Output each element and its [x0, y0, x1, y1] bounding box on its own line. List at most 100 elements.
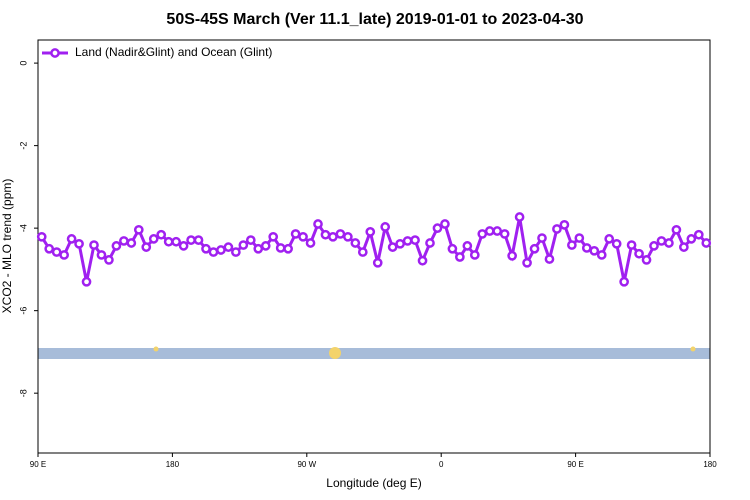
data-point [104, 255, 114, 265]
legend-marker [50, 48, 60, 58]
data-point [126, 238, 137, 248]
data-point [701, 238, 712, 248]
data-point [492, 226, 503, 236]
data-point [567, 240, 577, 250]
data-point [156, 229, 167, 240]
data-point [74, 238, 84, 249]
x-axis-label: Longitude (deg E) [326, 476, 421, 490]
data-point [81, 276, 92, 287]
x-tick-label: 90 W [297, 460, 316, 469]
data-point [148, 234, 159, 244]
data-point [604, 234, 615, 244]
data-point [231, 247, 241, 257]
y-tick-label: -6 [18, 307, 28, 315]
land-dot [329, 347, 341, 359]
x-tick-label: 90 E [30, 460, 46, 469]
data-point [462, 241, 473, 251]
data-point [686, 234, 697, 244]
data-point [283, 243, 293, 254]
data-point [328, 231, 338, 242]
data-point [499, 229, 510, 239]
y-axis-label: XCO2 - MLO trend (ppm) [0, 179, 14, 314]
data-point [552, 224, 562, 234]
data-point [365, 227, 376, 237]
data-point [343, 231, 353, 242]
data-point [89, 240, 99, 250]
data-point [529, 243, 540, 254]
data-point [656, 236, 667, 246]
data-point [36, 231, 47, 242]
data-point [589, 245, 600, 256]
data-point [634, 248, 644, 259]
x-tick-label: 90 E [567, 460, 583, 469]
land-dot [153, 346, 159, 352]
data-point [626, 240, 637, 250]
data-point [507, 250, 517, 261]
data-point [514, 212, 525, 222]
data-point [216, 245, 226, 255]
plot-frame [37, 39, 711, 454]
data-point [290, 229, 301, 239]
data-point [596, 250, 607, 260]
chart-title: 50S-45S March (Ver 11.1_late) 2019-01-01… [166, 11, 583, 28]
data-point [96, 250, 107, 260]
data-point [410, 235, 420, 245]
data-point [59, 250, 69, 260]
data-point [380, 222, 391, 232]
data-point [313, 219, 323, 229]
legend-label: Land (Nadir&Glint) and Ocean (Glint) [75, 45, 272, 59]
data-point [679, 242, 689, 252]
data-point [141, 242, 152, 252]
data-point [253, 243, 264, 254]
data-point [537, 233, 547, 243]
x-tick-label: 180 [703, 460, 717, 469]
data-point [641, 255, 652, 265]
data-point [335, 229, 346, 239]
data-point [275, 243, 286, 253]
data-point [238, 240, 249, 250]
data-point [171, 236, 181, 247]
data-point [581, 243, 592, 253]
data-point [432, 223, 443, 233]
y-tick-label: 0 [18, 61, 28, 66]
data-point [611, 238, 622, 249]
data-point [201, 243, 211, 254]
x-tick-label: 180 [166, 460, 180, 469]
data-point [447, 243, 458, 254]
data-point [51, 247, 62, 257]
data-point [163, 236, 174, 247]
data-point [44, 243, 55, 254]
data-point [350, 238, 361, 248]
y-tick-label: -4 [18, 224, 28, 232]
data-point [111, 241, 122, 251]
data-point [208, 247, 219, 257]
data-point [455, 252, 465, 262]
data-point [372, 257, 383, 268]
data-point [402, 236, 413, 246]
data-point [66, 234, 77, 244]
data-point [440, 219, 450, 229]
data-point [305, 238, 316, 248]
data-point [544, 254, 555, 264]
data-point [559, 219, 570, 230]
data-point [469, 250, 480, 260]
data-point [664, 238, 674, 248]
land-band [38, 348, 710, 359]
data-point [298, 231, 308, 242]
data-point [357, 247, 368, 257]
data-point [522, 257, 532, 268]
data-point [245, 235, 256, 245]
data-point [133, 224, 144, 235]
data-point [425, 238, 435, 248]
data-point [119, 236, 129, 246]
data-point [477, 229, 488, 239]
data-point [619, 276, 629, 287]
data-point [320, 229, 331, 240]
y-tick-label: -8 [18, 389, 28, 397]
data-point [484, 226, 495, 236]
data-point [193, 235, 204, 245]
data-point [417, 255, 428, 266]
data-point [693, 229, 704, 240]
data-point [268, 231, 279, 242]
data-point [260, 241, 271, 251]
